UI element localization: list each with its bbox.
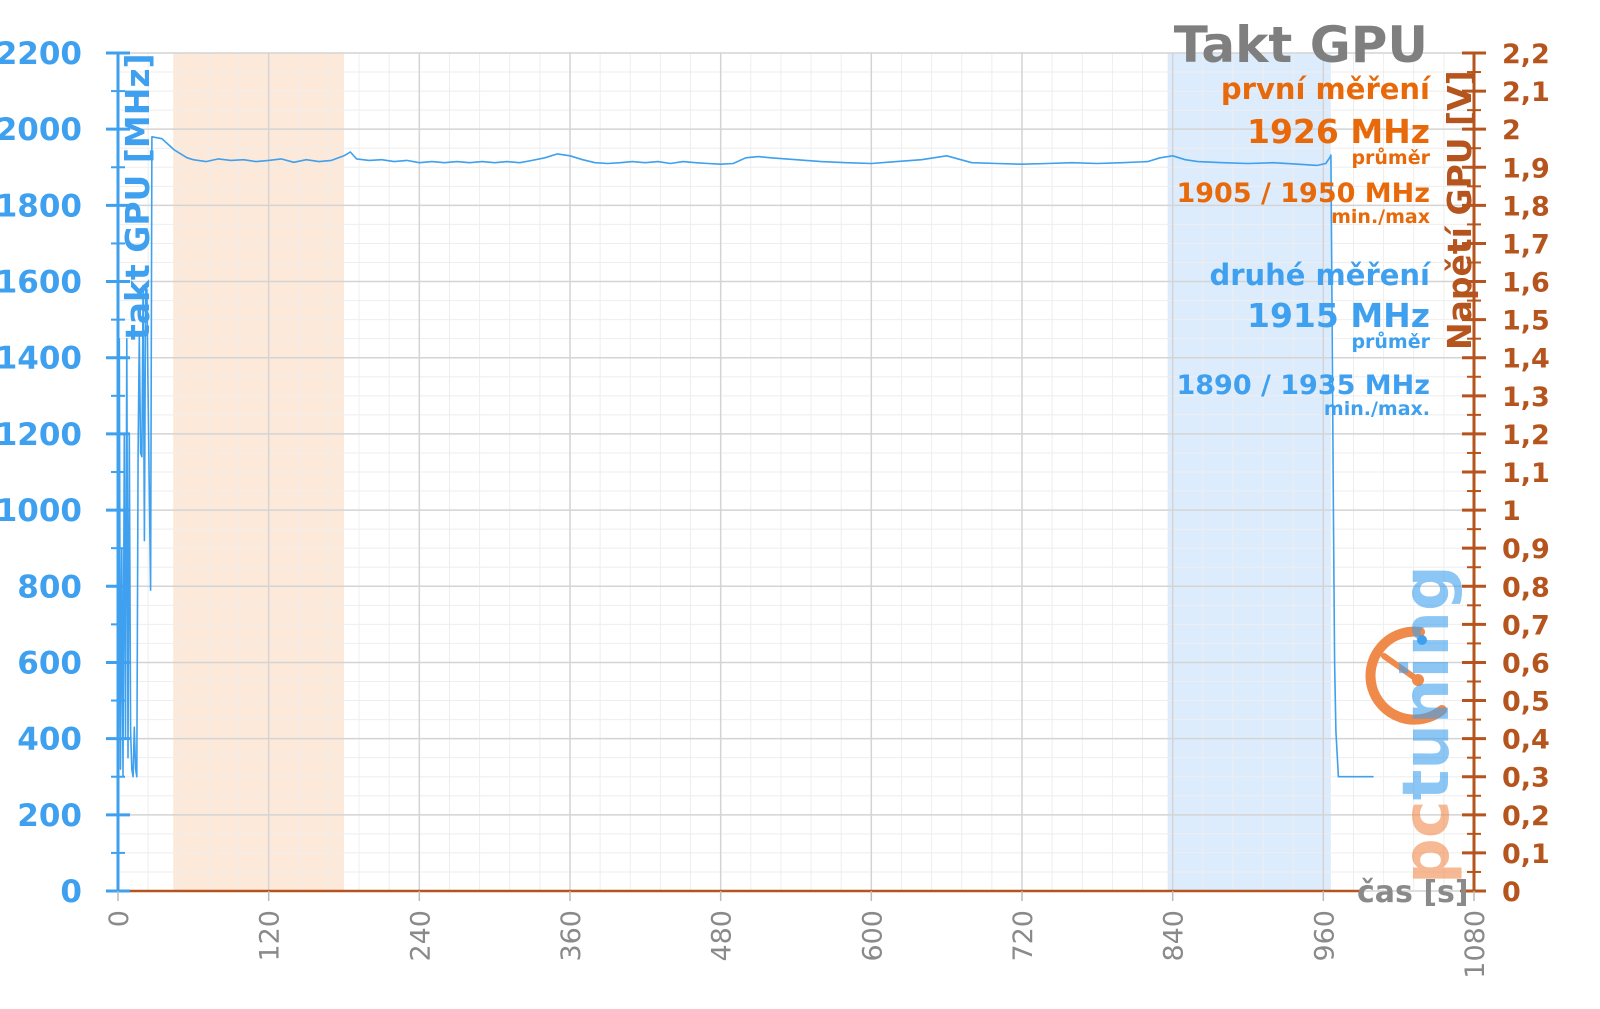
x-tick-label: 120 [255, 910, 286, 962]
gauge-icon [1365, 626, 1447, 725]
first-measurement-avg-label: průměr [1351, 147, 1430, 169]
y-tick-label: 2200 [0, 36, 82, 72]
x-axis-label: čas [s] [1357, 875, 1469, 910]
first-measurement-label: první měření [1220, 72, 1430, 106]
second-measurement-avg-label: průměr [1351, 331, 1430, 353]
y-tick-label: 0 [60, 874, 82, 910]
second-measurement-minmax: 1890 / 1935 MHz [1176, 370, 1430, 401]
chart-axes: 0200400600800100012001400160018002000220… [0, 36, 1550, 979]
wordmark-pc: pc [1390, 800, 1464, 884]
x-tick-label: 1080 [1460, 910, 1491, 979]
y2-tick-label: 1,6 [1502, 268, 1550, 299]
y-tick-label: 1000 [0, 493, 82, 529]
clock-series [117, 136, 1374, 778]
y2-tick-label: 1,4 [1502, 344, 1550, 375]
y2-tick-label: 0,1 [1502, 839, 1550, 870]
first-measurement-minmax-label: min./max [1331, 206, 1430, 228]
y2-tick-label: 1,5 [1502, 306, 1550, 337]
y2-tick-label: 1,8 [1502, 191, 1550, 222]
y2-tick-label: 1,3 [1502, 382, 1550, 413]
y2-tick-label: 0,3 [1502, 763, 1550, 794]
x-tick-label: 480 [707, 910, 738, 962]
second-measurement-avg: 1915 MHz [1247, 296, 1430, 335]
y2-tick-label: 1,7 [1502, 229, 1550, 260]
x-tick-label: 960 [1309, 910, 1340, 962]
x-tick-label: 240 [405, 910, 436, 962]
y2-tick-label: 2,2 [1502, 39, 1550, 70]
y2-tick-label: 0 [1502, 877, 1521, 908]
y2-tick-label: 1,1 [1502, 458, 1550, 489]
y2-tick-label: 1,2 [1502, 420, 1550, 451]
y-tick-label: 600 [17, 645, 82, 681]
series-line-1 [117, 136, 1374, 778]
y2-axis-label: Napětí GPU [V] [1440, 70, 1479, 350]
y-tick-label: 400 [17, 722, 82, 758]
pctuning-logo: pctuning [1365, 565, 1464, 884]
y-tick-label: 200 [17, 798, 82, 834]
x-tick-label: 0 [104, 910, 135, 927]
y-tick-label: 1200 [0, 417, 82, 453]
x-tick-label: 360 [556, 910, 587, 962]
gauge-hub-icon [1412, 674, 1424, 686]
y-axis-label: takt GPU [MHz] [118, 53, 157, 340]
gauge-dot-icon [1417, 635, 1427, 645]
y-tick-label: 800 [17, 569, 82, 605]
chart-title: Takt GPU [1173, 16, 1428, 74]
y2-tick-label: 0,7 [1502, 610, 1550, 641]
first-measurement-minmax: 1905 / 1950 MHz [1176, 178, 1430, 209]
y-tick-label: 2000 [0, 112, 82, 148]
y2-tick-label: 1 [1502, 496, 1521, 527]
y-tick-label: 1800 [0, 188, 82, 224]
y2-tick-label: 1,9 [1502, 153, 1550, 184]
first-measurement-avg: 1926 MHz [1247, 112, 1430, 151]
y2-tick-label: 0,2 [1502, 801, 1550, 832]
second-measurement-minmax-label: min./max. [1323, 398, 1430, 420]
y2-tick-label: 2,1 [1502, 77, 1550, 108]
second-measurement-label: druhé měření [1209, 258, 1430, 292]
pctuning-wordmark: pctuning [1390, 565, 1464, 884]
y-tick-label: 1400 [0, 341, 82, 377]
y2-tick-label: 0,8 [1502, 572, 1550, 603]
x-tick-label: 720 [1008, 910, 1039, 962]
gauge-needle-icon [1381, 653, 1421, 683]
y2-tick-label: 0,5 [1502, 687, 1550, 718]
y2-tick-label: 2 [1502, 115, 1521, 146]
x-tick-label: 600 [857, 910, 888, 962]
y2-tick-label: 0,6 [1502, 648, 1550, 679]
x-tick-label: 840 [1159, 910, 1190, 962]
chart-grid [117, 52, 1475, 892]
wordmark-tuning: tuning [1390, 565, 1464, 800]
y2-tick-label: 0,9 [1502, 534, 1550, 565]
y-tick-label: 1600 [0, 265, 82, 301]
y2-tick-label: 0,4 [1502, 725, 1550, 756]
